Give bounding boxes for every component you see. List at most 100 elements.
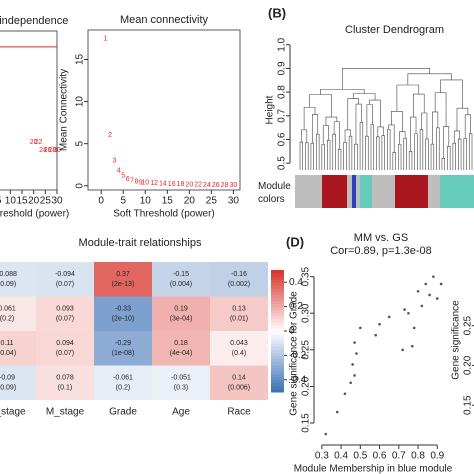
colorbar-step [271,276,284,280]
point [401,348,404,352]
heatmap-cell [152,365,210,400]
module-color [347,175,352,208]
x-tick-label: 0.4 [334,451,348,462]
y-tick-label: 0.20 [301,376,312,396]
cell-value: -0.088 [0,271,17,278]
panel-label: (D) [286,234,304,249]
point [420,304,424,308]
colorbar-step [271,376,284,381]
y-axis-label: Gene significance for Grade [289,291,300,416]
y-tick-label: 0.6 [277,132,288,146]
colorbar-step [271,300,284,305]
branch [355,103,362,145]
branch [413,93,425,118]
point [343,392,347,396]
point [416,289,420,293]
cell-p-label: (3e-04) [170,316,193,323]
point [349,381,353,385]
branch [366,104,373,137]
x-tick-label: 5 [0,196,2,207]
branch [369,99,381,127]
heatmap-cell [94,365,152,400]
module-color [322,175,347,208]
module-color [428,175,440,208]
branch [452,142,456,167]
branch [407,73,452,86]
point-label: 20 [30,139,38,146]
colorbar-step [271,334,284,338]
cell-p-label: (4e-04) [170,350,193,357]
point-label: 6 [126,176,130,183]
heatmap-cell [0,331,36,366]
cell-value: -0.094 [55,271,75,278]
cell-p-label: (0.2) [116,385,130,392]
colorbar-step [271,373,284,378]
x-tick-label: 10 [5,196,17,207]
heatmap-cell [210,365,268,400]
plot-frame [0,30,58,191]
x-tick-label: Age [172,407,190,418]
colorbar-step [271,318,284,323]
cell-value: 0.19 [174,306,188,313]
colorbar-step [271,349,284,353]
point-label: 28 [221,182,229,189]
x-tick-label: 10 [140,196,152,207]
colorbar-step [271,321,284,326]
x-tick-label: 25 [40,196,52,207]
point-label: 22 [34,139,42,146]
heatmap-cell [36,365,94,400]
point [324,432,327,436]
x-tick-label: 30 [228,196,240,207]
branch [303,107,316,130]
y-axis-label: Mean Connectivity [59,69,70,151]
x-tick-label: 30 [51,196,63,207]
colorbar-step [271,364,284,369]
point-label: 24 [39,147,47,154]
y-tick-label: 15 [75,53,86,65]
x-tick-label: Race [227,407,251,418]
colorbar-step [271,379,284,384]
heatmap-cell [210,331,268,366]
heatmap-cell [152,296,210,331]
cell-p-label: (0.09) [0,281,16,288]
x-tick-label: 0.6 [373,451,387,462]
colorbar-step [271,306,284,311]
colorbar-step [271,324,284,329]
x-tick-label: 15 [162,196,174,207]
cell-p-label: (2e-13) [112,281,135,288]
branch [421,112,428,139]
point [439,282,443,286]
point-label: 16 [168,181,176,188]
x-axis-label: Module Membership in blue module [294,464,453,474]
point [353,341,356,344]
branch [419,129,424,163]
point [387,315,391,319]
branch [320,88,365,95]
y-tick-label: 0.8 [277,85,288,99]
cell-value: 0.043 [230,340,248,347]
cell-p-label: (0.07) [56,350,74,357]
point-label: 28 [48,147,56,154]
heatmap-cell [0,365,36,400]
point-label: 10 [141,180,149,187]
legend-word: Module [258,181,291,192]
cell-value: 0.18 [174,340,188,347]
chart-title: Scale independence [0,15,68,27]
cell-p-label: (0.1) [58,385,72,392]
module-color [356,175,360,208]
branch [447,145,451,166]
panel-label: (B) [268,5,286,20]
cell-value: -0.09 [0,375,15,382]
point-label: 30 [53,147,61,154]
branch [434,92,447,127]
module-color [352,175,356,208]
cell-value: 0.13 [232,306,246,313]
chart-title: Mean connectivity [120,14,209,26]
point-label: 2 [108,132,112,139]
module-color [395,175,428,208]
branch [333,121,340,150]
point-label: 3 [112,157,116,164]
point-label: 8 [135,178,139,185]
